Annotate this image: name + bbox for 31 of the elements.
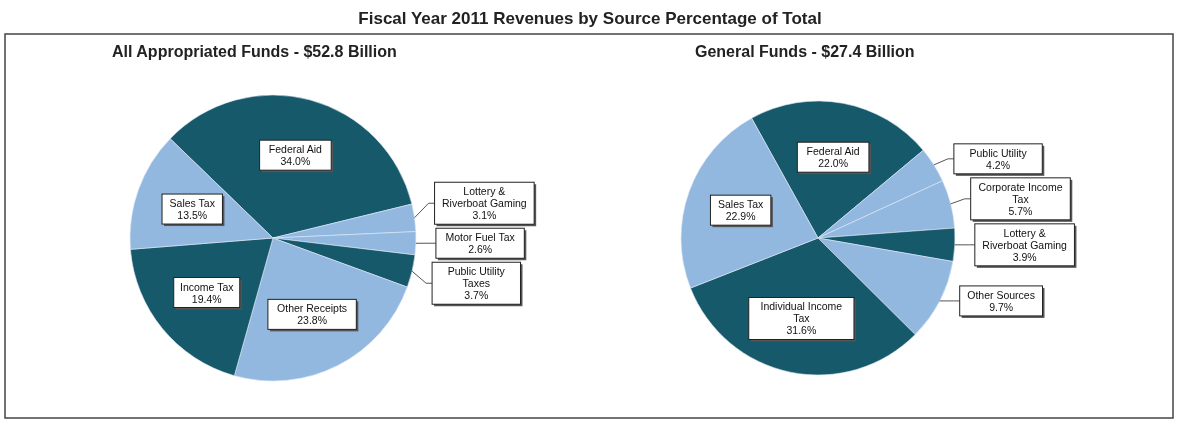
data-label: 3.1% [472, 209, 497, 222]
data-label: 4.2% [986, 158, 1011, 171]
data-label: 13.5% [177, 209, 208, 222]
chart-title: General Funds - $27.4 Billion [695, 43, 915, 60]
slice-label: Public Utility [969, 146, 1028, 159]
slice-label: Income Tax [179, 280, 235, 293]
slice-label: Motor Fuel Tax [445, 231, 516, 244]
slice-label: Other Sources [967, 288, 1035, 301]
data-label: 5.7% [1008, 204, 1033, 217]
slice-label: Federal Aid [806, 145, 860, 158]
slice-label: Corporate Income Tax [978, 180, 1063, 205]
slice-label: Individual Income Tax [760, 300, 843, 325]
slice-label: Lottery & Riverboat Gaming [442, 185, 527, 210]
slice-label: Public Utility Taxes [447, 265, 506, 290]
data-label: 31.6% [786, 324, 817, 337]
data-label: 23.8% [297, 314, 327, 327]
data-label: 2.6% [468, 243, 493, 256]
chart-title: All Appropriated Funds - $52.8 Billion [112, 43, 397, 60]
text: Fiscal Year 2011 Revenues by Source Percentage of Total [358, 9, 822, 28]
data-label: 34.0% [280, 155, 311, 168]
data-label: 22.9% [725, 210, 756, 223]
slice-label: Sales Tax [169, 197, 216, 210]
data-label: 19.4% [191, 292, 222, 305]
data-label: 9.7% [989, 300, 1014, 313]
data-label: 3.9% [1012, 250, 1037, 263]
slice-label: Sales Tax [717, 198, 765, 211]
data-label: 3.7% [464, 289, 489, 302]
data-label: 22.0% [818, 157, 849, 170]
slice-label: Lottery & Riverboat Gaming [982, 226, 1068, 251]
slice-label: Federal Aid [268, 143, 323, 156]
slice-label: Other Receipts [277, 302, 348, 315]
